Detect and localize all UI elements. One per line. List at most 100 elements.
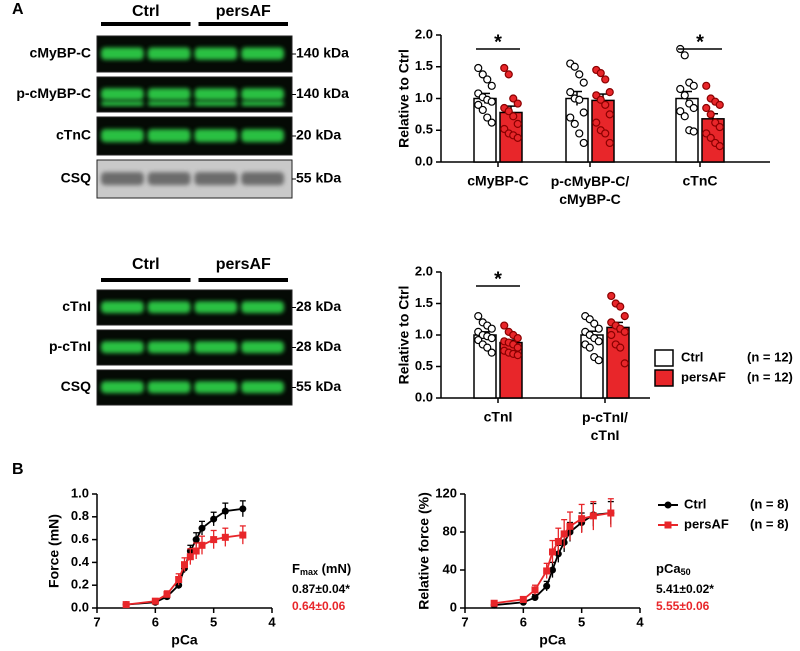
- data-point: [596, 68, 605, 78]
- data-point: [186, 553, 194, 561]
- x-tick-label: 5: [210, 614, 217, 629]
- data-point: [478, 70, 487, 79]
- data-point: [578, 515, 586, 523]
- y-tick-label: 1.5: [415, 58, 433, 73]
- data-point: [620, 327, 629, 336]
- blot-band: [147, 172, 191, 186]
- data-point: [592, 118, 601, 127]
- blot-band: [147, 341, 191, 354]
- data-point: [509, 112, 518, 121]
- data-point: [221, 507, 229, 515]
- significance-star: *: [494, 268, 502, 290]
- stats-value: 5.41±0.02*: [656, 582, 714, 596]
- size-label: 55 kDa: [296, 378, 341, 394]
- data-point: [689, 81, 698, 90]
- data-point: [487, 334, 496, 343]
- significance-star: *: [494, 31, 502, 53]
- data-point: [221, 533, 229, 541]
- data-point: [689, 127, 698, 136]
- size-label: 140 kDa: [296, 45, 349, 61]
- y-tick-label: 0.8: [71, 508, 89, 523]
- data-point: [490, 599, 498, 607]
- stats-title-part: pCa: [656, 561, 681, 576]
- blot-band: [194, 381, 238, 394]
- stats-value: 0.64±0.06: [292, 599, 346, 613]
- data-point: [715, 100, 724, 109]
- size-label: 28 kDa: [296, 338, 341, 354]
- blot-band: [241, 341, 284, 354]
- data-point: [509, 94, 518, 103]
- data-point: [500, 63, 509, 73]
- data-point: [210, 536, 218, 544]
- y-tick-label: 40: [443, 561, 457, 576]
- y-axis-label: Relative force (%): [416, 492, 432, 609]
- blot-band: [241, 381, 284, 394]
- data-point: [500, 321, 509, 330]
- data-point: [620, 312, 629, 321]
- data-point: [483, 113, 492, 122]
- y-tick-label: 1.0: [415, 90, 433, 105]
- y-tick-label: 80: [443, 523, 457, 538]
- data-point: [474, 100, 483, 109]
- x-tick-label: cMyBP-C: [467, 173, 528, 189]
- data-point: [560, 530, 568, 538]
- data-point: [676, 84, 685, 94]
- x-tick-label: 4: [636, 614, 644, 629]
- data-point: [570, 119, 579, 129]
- protein-label: cTnC: [56, 127, 91, 143]
- blot-band: [101, 301, 144, 314]
- legend-label: persAF: [684, 516, 729, 531]
- data-point: [715, 122, 724, 132]
- blot-band: [147, 129, 191, 143]
- protein-label: CSQ: [61, 378, 91, 394]
- data-point: [513, 119, 522, 129]
- data-point: [122, 601, 130, 609]
- data-point: [487, 118, 496, 127]
- panel-label: B: [12, 461, 24, 478]
- data-point: [616, 302, 625, 311]
- data-point: [554, 538, 562, 545]
- data-point: [590, 319, 599, 328]
- y-tick-label: 0.6: [71, 531, 89, 546]
- data-point: [706, 110, 715, 119]
- size-label: 140 kDa: [296, 85, 349, 101]
- data-point: [198, 524, 206, 532]
- size-label: 28 kDa: [296, 298, 341, 314]
- x-tick-label: p-cMyBP-C/cMyBP-C: [551, 173, 630, 207]
- data-point: [594, 324, 603, 333]
- data-point: [478, 105, 487, 115]
- legend-label: Ctrl: [681, 349, 703, 364]
- blot-band: [101, 341, 144, 354]
- data-point: [680, 91, 689, 100]
- data-point: [504, 107, 513, 116]
- protein-label: p-cMyBP-C: [16, 85, 91, 101]
- data-point: [487, 81, 496, 90]
- data-point: [620, 359, 629, 368]
- data-point: [616, 343, 625, 352]
- data-point: [487, 348, 496, 357]
- x-tick-label: 4: [268, 614, 276, 629]
- x-tick-label: 5: [578, 614, 585, 629]
- y-tick-label: 0.4: [71, 554, 90, 569]
- data-point: [605, 88, 614, 97]
- blot-band: [194, 129, 238, 143]
- data-point: [702, 81, 711, 90]
- stats-value: 0.87±0.04*: [292, 582, 350, 596]
- blot-band: [147, 301, 191, 314]
- data-point: [579, 78, 588, 87]
- data-point: [689, 103, 698, 113]
- blot-band: [241, 47, 284, 60]
- x-tick-label: cTnI: [484, 409, 513, 425]
- x-tick-label: 7: [461, 614, 468, 629]
- protein-label: CSQ: [61, 170, 91, 186]
- blot-band: [147, 381, 191, 394]
- legend-n: (n = 12): [747, 349, 793, 364]
- data-point: [575, 129, 584, 138]
- data-point: [192, 536, 200, 544]
- group-label: persAF: [216, 3, 271, 20]
- group-label: Ctrl: [132, 3, 160, 20]
- legend-swatch: [654, 369, 674, 387]
- y-tick-label: 2.0: [415, 263, 433, 278]
- y-axis-label: Force (mN): [46, 514, 62, 588]
- data-point: [570, 62, 579, 71]
